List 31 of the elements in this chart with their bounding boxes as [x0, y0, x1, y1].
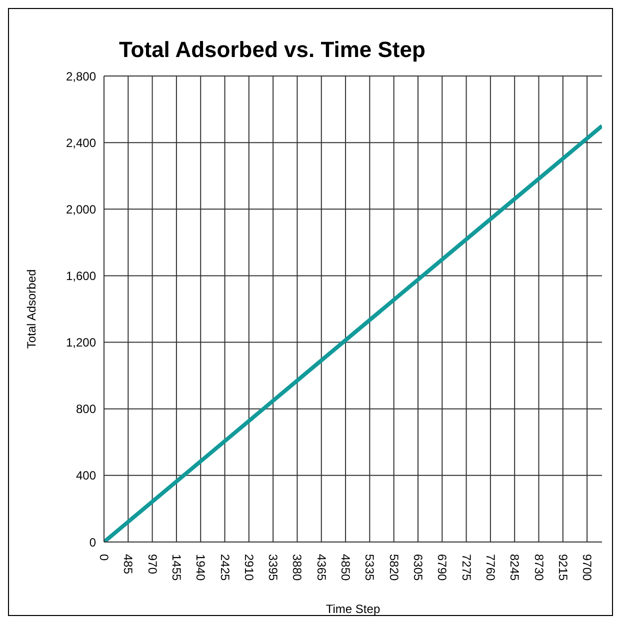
- x-tick-label: 9215: [556, 554, 570, 582]
- y-axis-title: Total Adsorbed: [24, 269, 38, 349]
- x-tick-label: 970: [145, 554, 160, 574]
- x-tick-label: 485: [121, 554, 136, 574]
- y-tick-label: 0: [89, 535, 96, 550]
- x-tick-label: 1940: [194, 554, 208, 582]
- x-tick-label: 9700: [580, 554, 594, 582]
- y-tick-label: 1,200: [66, 336, 96, 350]
- x-tick-label: 4850: [338, 554, 353, 582]
- x-tick-label: 2425: [218, 554, 232, 582]
- y-tick-label: 2,000: [66, 202, 96, 216]
- x-tick-label: 5820: [386, 554, 401, 582]
- y-tick-label: 1,600: [66, 268, 96, 283]
- x-tick-label: 8730: [532, 554, 546, 582]
- x-tick-label: 5335: [362, 554, 377, 582]
- x-tick-label: 0: [97, 554, 111, 561]
- x-tick-label: 6305: [410, 554, 425, 582]
- x-tick-label: 6790: [435, 554, 450, 582]
- x-tick-label: 3880: [290, 554, 304, 582]
- y-tick-label: 400: [76, 468, 96, 483]
- y-tick-label: 2,400: [66, 136, 96, 150]
- x-tick-label: 8245: [508, 554, 522, 582]
- x-tick-label: 2910: [242, 554, 256, 582]
- x-tick-label: 1455: [169, 554, 184, 582]
- x-tick-label: 4365: [314, 554, 328, 582]
- x-tick-label: 7275: [459, 554, 474, 582]
- x-tick-label: 7760: [483, 554, 498, 582]
- x-tick-label: 3395: [266, 554, 280, 582]
- chart-title: Total Adsorbed vs. Time Step: [118, 37, 426, 63]
- y-tick-label: 800: [76, 402, 96, 416]
- y-tick-label: 2,800: [66, 69, 96, 84]
